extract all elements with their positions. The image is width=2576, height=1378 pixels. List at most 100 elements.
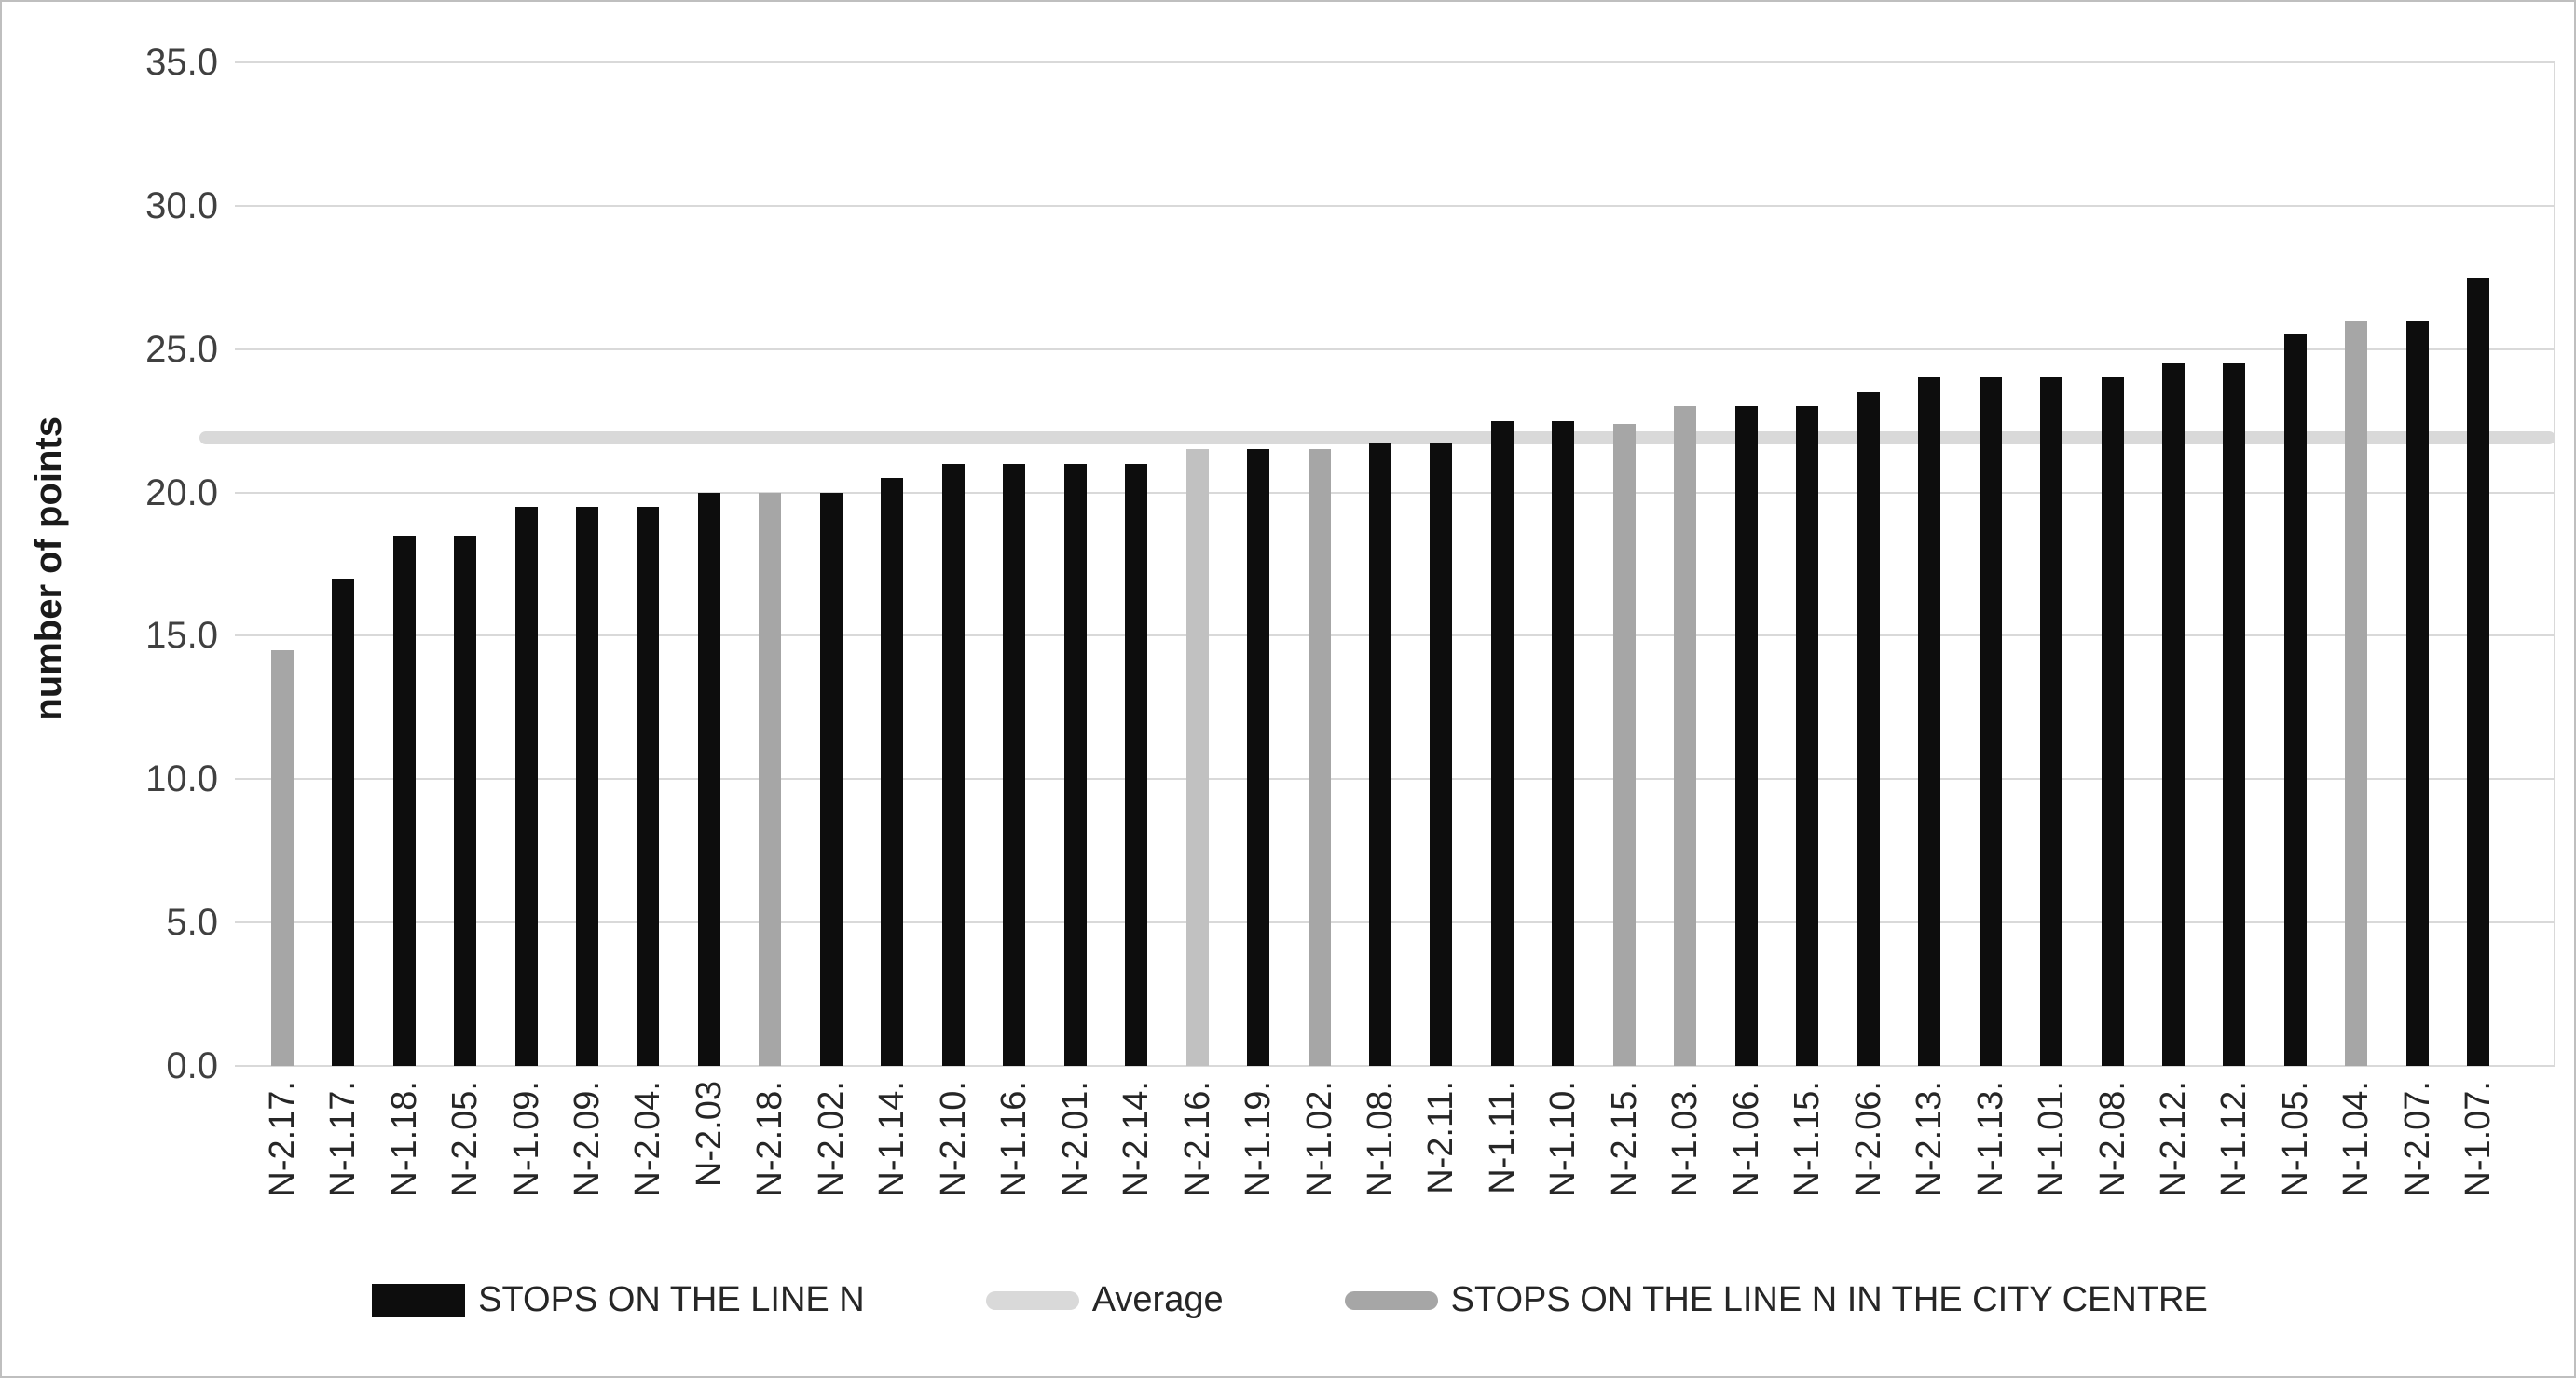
bar-n-1.03 — [1674, 406, 1697, 1066]
x-axis-tick-label: N-2.17. — [262, 1081, 302, 1197]
bar-n-1.07 — [2467, 277, 2490, 1066]
legend-item: Average — [985, 1280, 1224, 1320]
legend-item: STOPS ON THE LINE N — [372, 1280, 865, 1320]
bar-n-2.01 — [1063, 463, 1087, 1066]
gridline — [235, 778, 2555, 781]
bar-n-2.17 — [270, 649, 294, 1066]
x-axis-tick-label: N-2.16. — [1177, 1081, 1217, 1197]
x-axis-tick-label: N-2.01. — [1055, 1081, 1095, 1197]
bar-n-1.12 — [2223, 363, 2246, 1066]
legend-swatch-line — [1344, 1290, 1438, 1310]
bar-n-2.09 — [576, 506, 599, 1066]
plot-right-border — [2554, 62, 2555, 1066]
gridline — [235, 61, 2555, 63]
x-axis-tick-label: N-1.08. — [1361, 1081, 1400, 1197]
gridline — [235, 634, 2555, 637]
bar-n-2.05 — [454, 535, 477, 1066]
bar-n-1.09 — [514, 506, 538, 1066]
x-axis-tick-label: N-1.13. — [1970, 1081, 2010, 1197]
bar-n-1.18 — [392, 535, 416, 1066]
bar-n-2.06 — [1857, 391, 1880, 1066]
bar-n-2.14 — [1125, 463, 1148, 1066]
bar-n-1.08 — [1369, 443, 1391, 1066]
y-axis-tick-label: 30.0 — [145, 184, 218, 226]
x-axis-tick-label: N-1.02. — [1299, 1081, 1339, 1197]
y-axis-tick-label: 15.0 — [145, 615, 218, 657]
bar-n-2.07 — [2405, 320, 2429, 1066]
x-axis-tick-label: N-2.15. — [1604, 1081, 1644, 1197]
bar-n-2.04 — [637, 506, 660, 1066]
x-axis-tick-label: N-1.18. — [384, 1081, 424, 1197]
bar-n-1.16 — [1003, 463, 1026, 1066]
legend-label: STOPS ON THE LINE N IN THE CITY CENTRE — [1450, 1280, 2208, 1319]
x-axis-tick-label: N-2.05. — [445, 1081, 486, 1197]
bar-n-1.15 — [1796, 406, 1819, 1066]
bar-n-1.02 — [1308, 449, 1331, 1066]
x-axis-tick-label: N-2.08. — [2092, 1081, 2132, 1197]
x-axis-tick-label: N-1.19. — [1239, 1081, 1279, 1197]
bar-n-2.10 — [941, 463, 965, 1066]
chart-legend: STOPS ON THE LINE N Average STOPS ON THE L… — [2, 1280, 2574, 1320]
bar-n-1.10 — [1552, 420, 1575, 1066]
bar-n-1.05 — [2283, 334, 2307, 1066]
bar-n-2.15 — [1612, 423, 1636, 1066]
bar-n-2.13 — [1918, 377, 1941, 1066]
x-axis-tick-label: N-1.16. — [994, 1081, 1035, 1197]
bar-n-1.17 — [332, 578, 355, 1066]
bar-n-1.14 — [881, 478, 904, 1066]
x-axis-tick-label: N-1.01. — [2032, 1081, 2072, 1197]
x-axis-tick-label: N-2.04. — [628, 1081, 668, 1197]
x-axis-tick-label: N-1.15. — [1788, 1081, 1828, 1197]
x-axis-tick-label: N-2.13. — [1910, 1081, 1950, 1197]
x-axis-tick-label: N-2.11. — [1421, 1081, 1461, 1194]
x-axis-tick-label: N-1.06. — [1726, 1081, 1766, 1197]
x-axis-tick-label: N-2.14. — [1117, 1081, 1157, 1197]
bar-n-1.13 — [1979, 377, 2002, 1066]
x-axis-tick-label: N-1.12. — [2214, 1081, 2254, 1197]
x-axis-tick-label: N-1.10. — [1543, 1081, 1583, 1197]
gridline — [235, 921, 2555, 924]
legend-item: STOPS ON THE LINE N IN THE CITY CENTRE — [1344, 1280, 2208, 1320]
bar-n-1.01 — [2040, 377, 2063, 1066]
y-axis-tick-label: 35.0 — [145, 42, 218, 83]
x-axis-tick-label: N-2.09. — [568, 1081, 608, 1197]
y-axis-tick-label: 0.0 — [166, 1045, 218, 1086]
bar-n-1.11 — [1490, 420, 1514, 1066]
x-axis-tick-label: N-2.02. — [811, 1081, 851, 1197]
bar-n-1.04 — [2345, 320, 2368, 1066]
x-axis-tick-label: N-1.03. — [1665, 1081, 1706, 1197]
x-axis-tick-label: N-2.10. — [933, 1081, 973, 1197]
y-axis-tick-label: 5.0 — [166, 902, 218, 944]
bar-n-2.11 — [1430, 443, 1453, 1066]
y-axis-tick-label: 10.0 — [145, 758, 218, 800]
x-axis-tick-label: N-1.11. — [1482, 1081, 1522, 1194]
legend-label: Average — [1091, 1280, 1224, 1319]
x-axis-tick-label: N-2.06. — [1848, 1081, 1888, 1197]
gridline — [235, 348, 2555, 350]
x-axis-tick-label: N-2.18. — [750, 1081, 790, 1197]
x-axis-tick-label: N-1.05. — [2275, 1081, 2315, 1197]
x-axis-tick-label: N-1.07. — [2459, 1081, 2499, 1197]
x-axis-tick-label: N-2.12. — [2153, 1081, 2193, 1197]
legend-swatch-line — [985, 1290, 1079, 1310]
gridline — [235, 204, 2555, 207]
y-axis-tick-label: 20.0 — [145, 471, 218, 513]
y-axis-title: number of points — [28, 416, 69, 721]
bar-n-2.03 — [697, 492, 720, 1066]
x-axis-tick-label: N-1.04. — [2336, 1081, 2377, 1197]
x-axis-tick-label: N-2.07. — [2397, 1081, 2437, 1197]
average-line — [199, 431, 2556, 445]
y-axis-tick-label: 25.0 — [145, 328, 218, 370]
x-axis-tick-label: N-1.17. — [323, 1081, 363, 1197]
bar-n-2.02 — [819, 492, 843, 1066]
bar-n-2.16 — [1185, 449, 1209, 1066]
legend-swatch-bar — [372, 1283, 466, 1317]
x-axis-tick-label: N-1.09. — [506, 1081, 546, 1197]
bar-n-2.08 — [2101, 377, 2124, 1066]
x-axis-tick-label: N-2.03 — [689, 1081, 729, 1188]
bar-n-2.18 — [759, 492, 782, 1066]
gridline — [235, 491, 2555, 494]
bar-n-1.19 — [1247, 449, 1270, 1066]
bar-n-1.06 — [1734, 406, 1758, 1066]
